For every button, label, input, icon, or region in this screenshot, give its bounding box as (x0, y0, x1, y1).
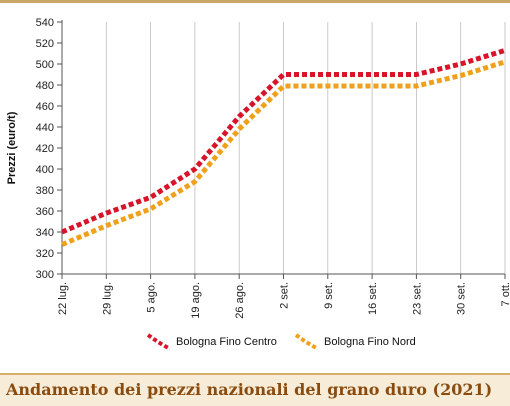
grid (105, 22, 506, 274)
y-tick-label: 400 (36, 164, 54, 176)
x-tick-label: 30 set. (456, 282, 468, 315)
legend: Bologna Fino Centro Bologna Fino Nord (146, 333, 416, 351)
legend-label: Bologna Fino Centro (176, 336, 277, 348)
y-tick-label: 500 (36, 59, 54, 71)
x-tick-label: 5 ago. (146, 282, 158, 313)
y-tick-label: 520 (36, 38, 54, 50)
line-chart: 300320340360380400420440460480500520540 … (6, 17, 510, 351)
x-tick-label: 19 ago. (190, 282, 202, 319)
legend-swatch (146, 333, 172, 351)
y-tick-label: 420 (36, 143, 54, 155)
x-tick-label: 16 set. (367, 282, 379, 315)
x-tick-label: 22 lug. (57, 282, 69, 315)
chart-caption: Andamento dei prezzi nazionali del grano… (6, 380, 493, 399)
series-line-2 (61, 59, 506, 247)
y-tick-label: 440 (36, 122, 54, 134)
x-tick-label: 23 set. (411, 282, 423, 315)
x-tick-label: 9 set. (323, 282, 335, 309)
y-tick-label: 340 (36, 227, 54, 239)
x-tick-labels: 22 lug. 29 lug. 5 ago. 19 ago. 26 ago. 2 set.… (57, 282, 510, 319)
y-tick-label: 460 (36, 101, 54, 113)
y-tick-label: 320 (36, 248, 54, 260)
x-tick-label: 29 lug. (101, 282, 113, 315)
y-tick-label: 360 (36, 206, 54, 218)
x-tick-label: 26 ago. (234, 282, 246, 319)
series-lines (61, 47, 506, 247)
legend-swatch (294, 333, 320, 351)
legend-label: Bologna Fino Nord (324, 336, 416, 348)
y-tick-labels: 300 320 340 360 380 400 420 440 460 480 500 520 540 (36, 17, 54, 281)
y-tick-label: 380 (36, 185, 54, 197)
x-tick-label: 2 set. (279, 282, 291, 309)
top-rule (0, 0, 510, 3)
y-axis-label: Prezzi (euro/t) (6, 111, 18, 184)
axes (57, 20, 506, 279)
caption-bar: Andamento dei prezzi nazionali del grano… (0, 373, 510, 406)
y-tick-label: 540 (36, 17, 54, 29)
series-line-1 (61, 47, 506, 235)
y-tick-label: 480 (36, 80, 54, 92)
x-tick-label: 7 ott. (500, 282, 510, 306)
y-tick-label: 300 (36, 269, 54, 281)
